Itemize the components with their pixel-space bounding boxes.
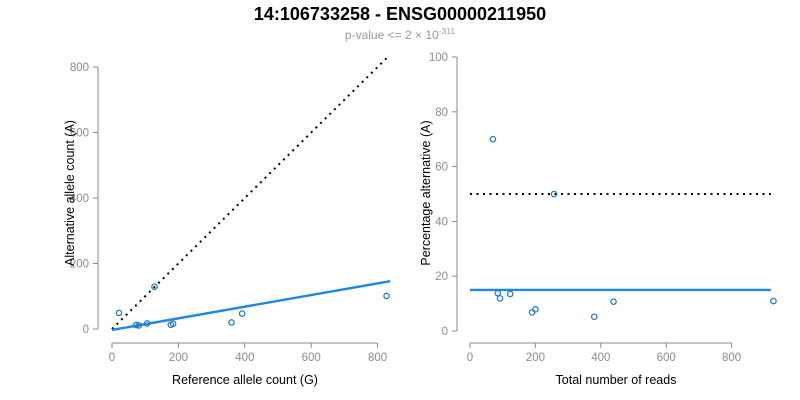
y-tick-label: 200 (70, 259, 89, 271)
x-tick-label: 0 (109, 352, 115, 364)
data-point (610, 298, 617, 305)
y-tick-label: 0 (83, 324, 89, 336)
x-tick-label: 600 (302, 352, 321, 364)
pvalue-text: p-value <= 2 × 10 (344, 28, 439, 42)
y-tick-label: 100 (429, 52, 448, 64)
x-tick-label: 0 (467, 352, 473, 364)
right-plot: 0 20 40 60 80 100 0 200 400 600 800 Total number of… (419, 52, 777, 387)
figure-subtitle: p-value <= 2 × 10-311 (0, 26, 800, 42)
y-tick-label: 800 (70, 62, 89, 74)
data-point (135, 322, 143, 329)
data-point (238, 310, 246, 317)
y-tick-label: 0 (442, 326, 448, 338)
data-point (590, 313, 598, 321)
x-tick-label: 200 (526, 352, 545, 364)
x-tick-label: 200 (169, 352, 188, 364)
data-point (115, 309, 123, 317)
data-point (532, 306, 539, 313)
y-axis-title: Alternative allele count (A) (63, 120, 77, 266)
x-tick-label: 400 (591, 352, 610, 364)
y-tick-label: 60 (435, 162, 448, 174)
data-point (143, 320, 151, 327)
y-tick-label: 400 (70, 193, 89, 205)
data-point (132, 321, 140, 329)
y-tick-label: 40 (435, 216, 448, 228)
data-point (506, 290, 514, 298)
x-tick-label: 400 (235, 352, 254, 364)
data-point (489, 135, 497, 143)
y-tick-label: 20 (435, 271, 448, 283)
y-axis-title: Percentage alternative (A) (419, 120, 433, 265)
y-tick-label: 600 (70, 128, 89, 140)
data-point (496, 295, 504, 302)
data-point (383, 292, 390, 300)
fit-line (111, 280, 391, 332)
data-point (169, 320, 177, 328)
pvalue-exponent: -311 (438, 26, 456, 36)
data-point (528, 309, 536, 316)
x-tick-label: 800 (368, 352, 387, 364)
x-tick-label: 600 (657, 352, 676, 364)
y-tick-label: 80 (435, 107, 448, 119)
x-axis-title: Reference allele count (G) (172, 373, 318, 387)
data-point (770, 297, 777, 305)
data-point (550, 190, 558, 198)
data-point (228, 319, 235, 326)
figure-title: 14:106733258 - ENSG00000211950 (253, 4, 547, 24)
left-plot: 0 200 400 600 800 0 200 400 600 800 Reference alle… (63, 55, 391, 387)
data-point (151, 283, 158, 291)
data-point (494, 289, 502, 297)
x-tick-label: 800 (722, 352, 741, 364)
x-axis-title: Total number of reads (556, 373, 677, 387)
